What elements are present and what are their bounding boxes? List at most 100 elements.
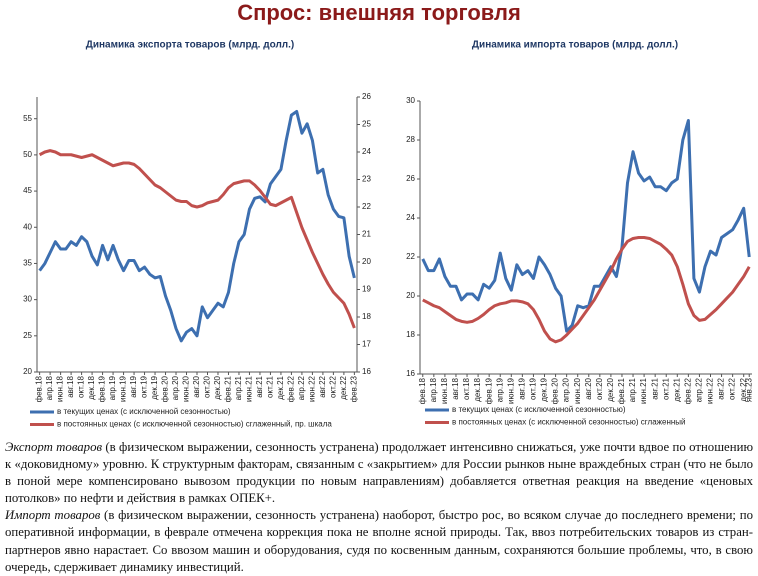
y-tick-label: 25 bbox=[23, 331, 32, 340]
x-tick-label: июн.18 bbox=[56, 375, 65, 402]
x-tick-label: дек.20 bbox=[213, 375, 222, 399]
x-tick-label: фев.18 bbox=[418, 377, 427, 404]
x-tick-label: фев.18 bbox=[35, 375, 44, 402]
x-tick-label: фев.22 bbox=[683, 377, 692, 404]
y-tick-label: 20 bbox=[23, 367, 32, 376]
x-tick-label: апр.18 bbox=[429, 377, 438, 402]
y2-tick-label: 23 bbox=[362, 175, 371, 184]
x-tick-label: фев.23 bbox=[349, 375, 358, 402]
x-tick-label: апр.21 bbox=[234, 375, 243, 400]
x-tick-label: фев.22 bbox=[287, 375, 296, 402]
x-tick-label: дек.22 bbox=[739, 377, 748, 401]
x-tick-label: апр.22 bbox=[297, 375, 306, 400]
x-tick-label: июн.20 bbox=[573, 377, 582, 404]
series-line bbox=[38, 109, 356, 343]
commentary: Экспорт товаров (в физическом выражении,… bbox=[5, 439, 753, 576]
x-tick-label: окт.18 bbox=[77, 375, 86, 397]
paragraph-lead: Экспорт товаров bbox=[5, 440, 103, 454]
x-tick-label: фев.19 bbox=[484, 377, 493, 404]
y2-tick-label: 24 bbox=[362, 147, 371, 156]
x-tick-label: окт.21 bbox=[266, 375, 275, 397]
y-tick-label: 30 bbox=[23, 295, 32, 304]
x-tick-label: окт.19 bbox=[140, 375, 149, 397]
x-tick-label: авг.22 bbox=[318, 375, 327, 397]
x-tick-label: апр.18 bbox=[45, 375, 54, 400]
y-tick-label: 55 bbox=[23, 114, 32, 123]
y2-tick-label: 19 bbox=[362, 285, 371, 294]
x-tick-label: окт.22 bbox=[728, 377, 737, 399]
x-tick-label: авг.20 bbox=[192, 375, 201, 397]
y-tick-label: 45 bbox=[23, 186, 32, 195]
y-tick-label: 35 bbox=[23, 259, 32, 268]
x-tick-label: дек.21 bbox=[672, 377, 681, 401]
x-tick-label: авг.18 bbox=[451, 377, 460, 399]
x-tick-label: апр.19 bbox=[108, 375, 117, 400]
y-tick-label: 50 bbox=[23, 150, 32, 159]
y-tick-label: 40 bbox=[23, 222, 32, 231]
x-tick-label: дек.19 bbox=[540, 377, 549, 401]
x-tick-label: дек.18 bbox=[87, 375, 96, 399]
x-tick-label: окт.18 bbox=[462, 377, 471, 399]
x-tick-label: фев.20 bbox=[551, 377, 560, 404]
y2-tick-label: 25 bbox=[362, 120, 371, 129]
chart-title: Динамика экспорта товаров (млрд. долл.) bbox=[86, 40, 295, 51]
x-tick-label: апр.21 bbox=[628, 377, 637, 402]
x-tick-label: фев.21 bbox=[617, 377, 626, 404]
paragraph-body: (в физическом выражении, сезонность устр… bbox=[5, 440, 753, 506]
paragraph: Импорт товаров (в физическом выражении, … bbox=[5, 507, 753, 575]
x-tick-label: июн.19 bbox=[506, 377, 515, 404]
x-tick-label: авг.21 bbox=[255, 375, 264, 397]
x-tick-label: июн.21 bbox=[639, 377, 648, 404]
x-tick-label: окт.21 bbox=[661, 377, 670, 399]
x-tick-label: дек.18 bbox=[473, 377, 482, 401]
x-tick-label: авг.19 bbox=[129, 375, 138, 397]
x-tick-label: фев.20 bbox=[161, 375, 170, 402]
x-tick-label: окт.20 bbox=[595, 377, 604, 399]
x-tick-label: июн.19 bbox=[119, 375, 128, 402]
x-tick-label: июн.22 bbox=[308, 375, 317, 402]
y2-tick-label: 16 bbox=[362, 367, 371, 376]
x-tick-label: фев.21 bbox=[224, 375, 233, 402]
x-tick-label: окт.20 bbox=[203, 375, 212, 397]
x-tick-label: окт.22 bbox=[329, 375, 338, 397]
x-tick-label: июн.18 bbox=[440, 377, 449, 404]
paragraph-body: (в физическом выражении, сезонность устр… bbox=[5, 508, 753, 574]
x-tick-label: дек.22 bbox=[339, 375, 348, 399]
x-tick-label: авг.22 bbox=[717, 377, 726, 399]
y2-tick-label: 17 bbox=[362, 340, 371, 349]
y-tick-label: 20 bbox=[406, 291, 415, 300]
x-tick-label: апр.20 bbox=[171, 375, 180, 400]
y-tick-label: 18 bbox=[406, 330, 415, 339]
charts: Спрос: внешняя торговля Динамика экспорт… bbox=[23, 0, 753, 429]
y-tick-label: 26 bbox=[406, 174, 415, 183]
x-tick-label: фев.19 bbox=[98, 375, 107, 402]
x-tick-label: авг.18 bbox=[66, 375, 75, 397]
y2-tick-label: 20 bbox=[362, 257, 371, 266]
series-line bbox=[422, 236, 751, 344]
x-tick-label: окт.19 bbox=[529, 377, 538, 399]
paragraph-lead: Импорт товаров bbox=[5, 508, 101, 523]
series-line bbox=[38, 149, 356, 329]
y2-tick-label: 21 bbox=[362, 230, 371, 239]
chart-title: Динамика импорта товаров (млрд. долл.) bbox=[472, 40, 678, 51]
x-tick-label: июн.21 bbox=[245, 375, 254, 402]
legend-label: в постоянных ценах (с исключенной сезонн… bbox=[452, 418, 686, 427]
y-tick-label: 30 bbox=[406, 96, 415, 105]
x-tick-label: апр.20 bbox=[562, 377, 571, 402]
y2-tick-label: 22 bbox=[362, 202, 371, 211]
x-tick-label: янв.23 bbox=[744, 377, 753, 402]
y2-tick-label: 26 bbox=[362, 92, 371, 101]
y-tick-label: 16 bbox=[406, 369, 415, 378]
y-tick-label: 22 bbox=[406, 252, 415, 261]
x-tick-label: апр.19 bbox=[495, 377, 504, 402]
x-tick-label: июн.20 bbox=[182, 375, 191, 402]
series-line bbox=[421, 119, 751, 333]
x-tick-label: авг.19 bbox=[517, 377, 526, 399]
y-tick-label: 28 bbox=[406, 135, 415, 144]
x-tick-label: дек.19 bbox=[150, 375, 159, 399]
x-tick-label: авг.20 bbox=[584, 377, 593, 399]
x-tick-label: дек.21 bbox=[276, 375, 285, 399]
y-tick-label: 24 bbox=[406, 213, 415, 222]
legend-label: в текущих ценах (с исключенной сезонност… bbox=[57, 407, 231, 416]
